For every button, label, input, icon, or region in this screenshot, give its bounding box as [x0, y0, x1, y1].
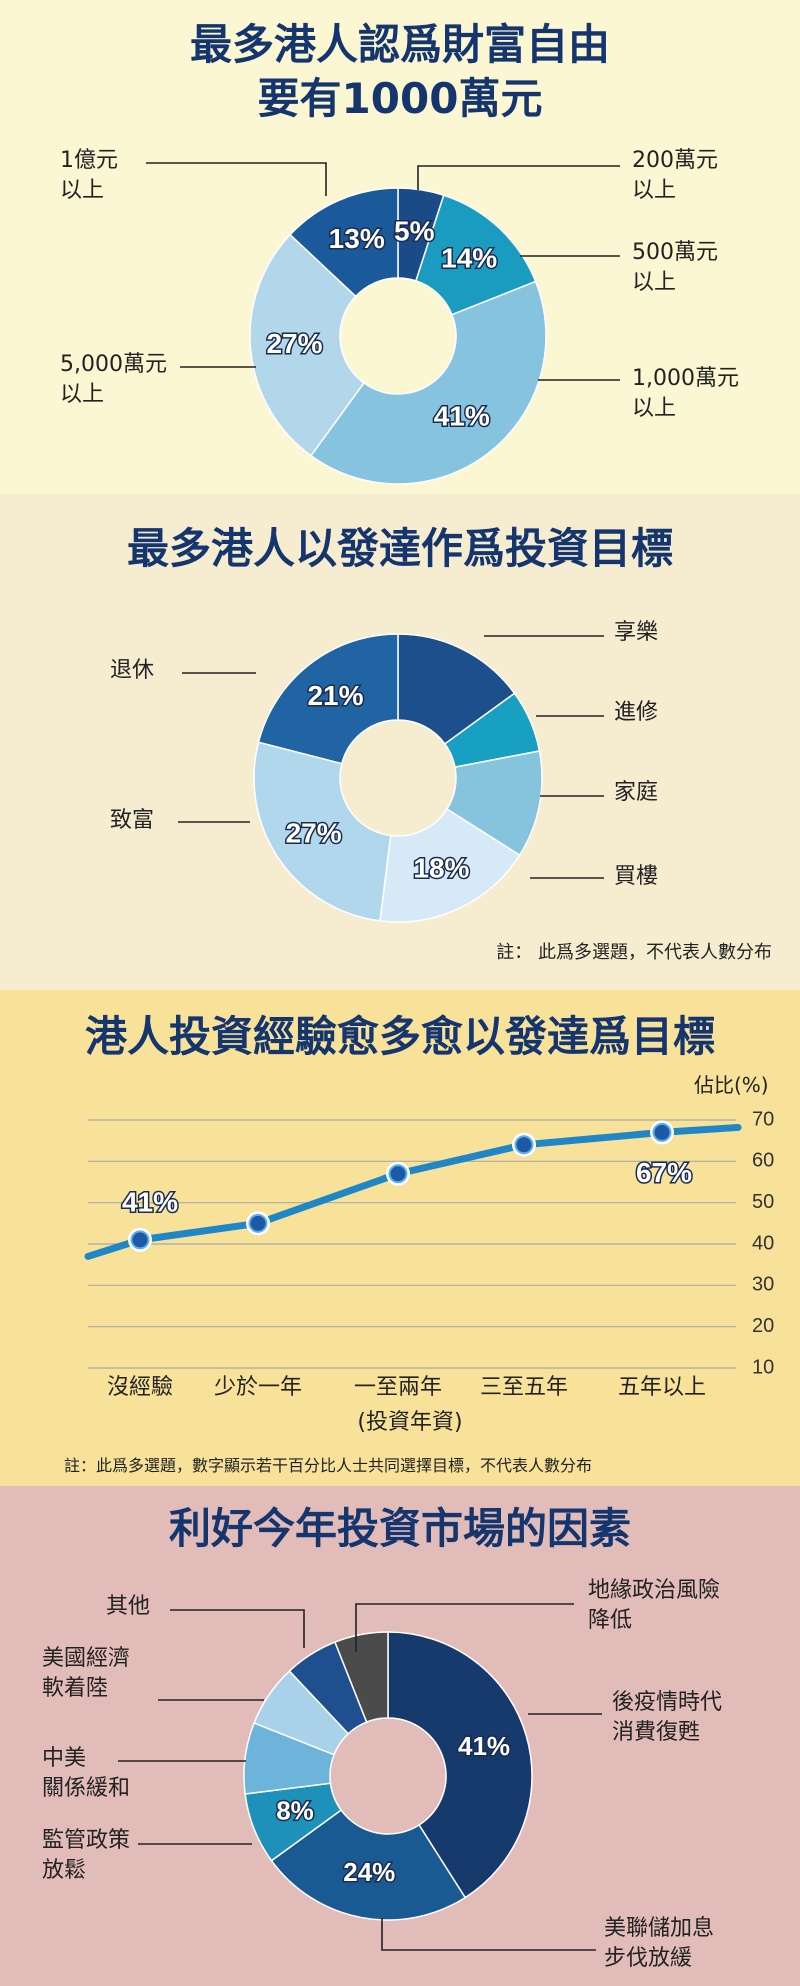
data-point	[514, 1135, 534, 1155]
y-tick-label: 20	[752, 1315, 774, 1337]
data-label: 41%	[458, 1731, 510, 1761]
legend-label: 後疫情時代 消費復甦	[612, 1690, 723, 1745]
chart-title: 利好今年投資市場的因素	[168, 1504, 631, 1553]
leader-line	[355, 1603, 574, 1652]
pie-slice	[289, 187, 399, 298]
legend-label: 美國經濟 軟着陸	[42, 1646, 131, 1701]
y-tick-label: 10	[752, 1356, 774, 1378]
pie-slice	[270, 1809, 467, 1921]
data-label: 41%	[122, 1186, 178, 1217]
x-tick-label: 沒經驗	[107, 1374, 173, 1399]
data-point	[652, 1122, 672, 1142]
data-point	[388, 1164, 408, 1184]
legend-label: 進修	[614, 700, 659, 725]
series-line	[84, 1123, 742, 1260]
pie-slice	[387, 1631, 533, 1899]
legend-label: 5,000萬元 以上	[60, 352, 167, 407]
chart-note: 註： 此爲多選題，不代表人數分布	[496, 942, 772, 963]
legend-label: 1億元 以上	[60, 148, 118, 203]
data-label: 27%	[266, 328, 322, 359]
chart-note: 註：此爲多選題，數字顯示若干百分比人士共同選擇目標，不代表人數分布	[64, 1456, 593, 1475]
data-label: 67%	[636, 1157, 692, 1188]
legend-label: 地緣政治風險 降低	[588, 1578, 721, 1633]
leader-line	[170, 1609, 305, 1648]
legend-label: 退休	[110, 658, 155, 683]
data-label: 24%	[343, 1857, 395, 1887]
data-label: 41%	[434, 401, 490, 432]
pie-slice	[397, 633, 516, 745]
data-label: 27%	[286, 818, 342, 849]
pie-slice	[249, 233, 365, 457]
data-label: 21%	[307, 680, 363, 711]
data-label: 18%	[413, 853, 469, 884]
legend-label: 致富	[110, 808, 155, 833]
x-tick-label: 五年以上	[618, 1374, 706, 1399]
x-tick-label: 少於一年	[214, 1374, 302, 1399]
chart-title: 最多港人認爲財富自由 要有1000萬元	[189, 20, 610, 123]
y-tick-label: 30	[752, 1274, 774, 1296]
data-label: 14%	[441, 243, 497, 274]
y-tick-label: 40	[752, 1232, 774, 1254]
data-label: 13%	[329, 223, 385, 254]
y-tick-label: 70	[752, 1108, 774, 1130]
data-point	[130, 1230, 150, 1250]
y-tick-label: 50	[752, 1191, 774, 1213]
legend-label: 買樓	[614, 864, 659, 889]
x-axis-label: (投資年資)	[357, 1410, 463, 1435]
chart-title: 港人投資經驗愈多愈以發達爲目標	[84, 1012, 715, 1061]
leader-line	[417, 165, 620, 190]
legend-label: 其他	[106, 1594, 151, 1619]
y-tick-label: 60	[752, 1150, 774, 1172]
pie-slice	[253, 741, 392, 922]
x-tick-label: 一至兩年	[354, 1374, 442, 1399]
data-point	[248, 1213, 268, 1233]
pie-slice	[257, 633, 399, 765]
legend-label: 美聯儲加息 步伐放緩	[604, 1916, 715, 1971]
legend-label: 中美 關係緩和	[42, 1746, 131, 1801]
leader-line	[146, 162, 327, 196]
x-tick-label: 三至五年	[480, 1374, 568, 1399]
legend-label: 500萬元 以上	[632, 240, 718, 295]
leader-line	[381, 1918, 596, 1951]
pie-slice	[334, 1631, 389, 1724]
pie-slice	[379, 808, 521, 923]
legend-label: 享樂	[614, 620, 659, 645]
legend-label: 200萬元 以上	[632, 148, 718, 203]
legend-label: 家庭	[614, 780, 659, 805]
legend-label: 1,000萬元 以上	[632, 366, 739, 421]
y-axis-label: 佔比(%)	[694, 1073, 769, 1097]
pie-slice	[309, 280, 547, 485]
data-label: 5%	[394, 216, 435, 247]
data-label: 8%	[276, 1796, 314, 1826]
chart-title: 最多港人以發達作爲投資目標	[126, 524, 673, 573]
legend-label: 監管政策 放鬆	[42, 1828, 131, 1883]
